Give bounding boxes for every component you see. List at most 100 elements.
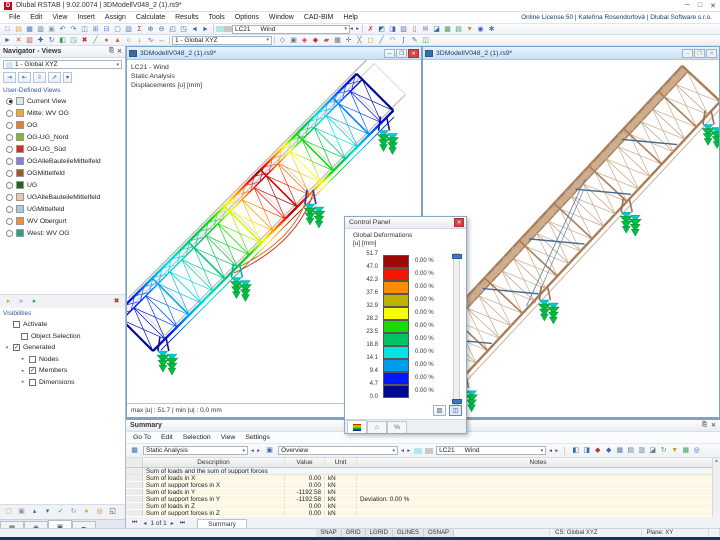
- tree-item-members[interactable]: ▸ ✓ Members: [0, 365, 125, 377]
- column-header[interactable]: Description: [143, 458, 285, 467]
- close-button[interactable]: ✕: [710, 2, 716, 10]
- settings-icon[interactable]: ✱: [488, 25, 495, 33]
- export-icon[interactable]: ▤: [627, 447, 634, 454]
- check-icon[interactable]: ✓: [57, 508, 64, 515]
- tree-item-generated[interactable]: ▾ ✓ Generated: [0, 342, 125, 354]
- load-case-spinner[interactable]: ◂ ▸: [350, 26, 361, 32]
- rendered-viewport[interactable]: [423, 60, 719, 417]
- rotate-icon[interactable]: ↻: [48, 36, 55, 44]
- column-header[interactable]: Unit: [325, 458, 357, 467]
- menu-cadbim[interactable]: CAD-BIM: [303, 14, 334, 21]
- view-item[interactable]: WV Obergurt: [0, 215, 125, 227]
- coordinate-system-indicator[interactable]: CS: Global XYZ: [550, 529, 642, 537]
- model-window-results-titlebar[interactable]: 3DModellV048_2 (1).rs9* ─ ❐ ✕: [127, 47, 421, 60]
- refresh-icon[interactable]: ↻: [660, 447, 667, 454]
- deselect-icon[interactable]: ✕: [15, 36, 22, 44]
- previous-view-icon[interactable]: ◄: [191, 25, 198, 33]
- target-icon[interactable]: ◎: [96, 508, 103, 515]
- next-view-icon[interactable]: ►: [202, 25, 209, 33]
- view-iso-icon[interactable]: ⇗: [48, 72, 61, 83]
- tree-expand-icon[interactable]: ▸: [21, 367, 25, 374]
- rendered-bridge-model[interactable]: [423, 60, 719, 417]
- filter-icon[interactable]: ▼: [466, 25, 474, 33]
- mdi-restore-button[interactable]: ❐: [396, 48, 407, 58]
- prev-page-button[interactable]: ◂: [143, 521, 147, 527]
- summary-menu-edit[interactable]: Edit: [161, 434, 173, 441]
- table-row[interactable]: Sum of support forces in X 0.00 kN: [126, 482, 720, 489]
- view-z-icon[interactable]: ◆: [312, 36, 319, 44]
- visibility-generated-icon[interactable]: ▹: [19, 298, 24, 305]
- load-case-combo[interactable]: LC21 Wind ▾: [232, 24, 350, 34]
- visibility-icon[interactable]: ◉: [477, 25, 484, 33]
- view-radio[interactable]: [6, 121, 13, 129]
- copy-view-icon[interactable]: ▣: [18, 508, 25, 515]
- render-mode-icon[interactable]: ▧: [125, 25, 132, 33]
- close-icon[interactable]: ✕: [454, 218, 464, 227]
- zoom-out-icon[interactable]: ⊖: [158, 25, 165, 33]
- tree-checkbox[interactable]: ✓: [13, 344, 20, 352]
- move-icon[interactable]: ✚: [37, 36, 44, 44]
- summary-load-case-combo[interactable]: LC21 Wind ▾: [436, 446, 547, 455]
- show-results-icon[interactable]: ✗: [367, 25, 374, 33]
- load-icon[interactable]: ↓: [137, 36, 142, 44]
- view-item[interactable]: Current View: [0, 95, 125, 107]
- imperfection-icon[interactable]: ∿: [147, 36, 154, 44]
- deformed-bridge-model[interactable]: [127, 60, 421, 403]
- fullscreen-icon[interactable]: ◱: [109, 508, 116, 515]
- grid-icon[interactable]: ▦: [334, 36, 341, 44]
- guideline-icon[interactable]: ╳: [357, 36, 362, 44]
- clipboard-icon[interactable]: ▯: [412, 25, 417, 33]
- last-page-button[interactable]: ⏭: [179, 520, 186, 526]
- visibility-all-icon[interactable]: ▸: [32, 298, 37, 305]
- view-item[interactable]: OG-UG_Nord: [0, 131, 125, 143]
- view-item[interactable]: Mitte: WV OG: [0, 107, 125, 119]
- maximize-button[interactable]: □: [697, 1, 703, 9]
- menu-file[interactable]: File: [9, 14, 21, 21]
- mdi-minimize-button[interactable]: ─: [682, 48, 693, 58]
- view-radio[interactable]: [6, 97, 13, 105]
- tree-item-objectselection[interactable]: Object Selection: [0, 331, 125, 343]
- visibility-user-icon[interactable]: ▸: [6, 298, 11, 305]
- scale-slider[interactable]: [452, 252, 462, 405]
- display-icon[interactable]: ◪: [433, 25, 440, 33]
- tree-expand-icon[interactable]: ▸: [21, 379, 25, 386]
- lamp-icon[interactable]: ●: [84, 508, 89, 515]
- new-icon[interactable]: □: [5, 25, 10, 33]
- work-plane-icon[interactable]: ▰: [323, 36, 330, 44]
- search-icon[interactable]: ◎: [693, 447, 700, 454]
- single-window-icon[interactable]: ▢: [114, 25, 121, 33]
- close-icon[interactable]: ✕: [710, 423, 716, 429]
- first-page-button[interactable]: ⏮: [132, 520, 138, 526]
- view-radio[interactable]: [6, 217, 13, 225]
- select-icon[interactable]: ►: [4, 36, 11, 44]
- view-radio[interactable]: [6, 229, 13, 237]
- view-item[interactable]: West: WV OG: [0, 227, 125, 239]
- table-row[interactable]: Sum of loads in X 0.00 kN: [126, 475, 720, 482]
- zoom-all-icon[interactable]: ◳: [180, 25, 187, 33]
- menu-insert[interactable]: Insert: [77, 14, 95, 21]
- menu-options[interactable]: Options: [234, 14, 259, 21]
- undo-icon[interactable]: ↶: [59, 25, 66, 33]
- print-icon[interactable]: ▥: [37, 25, 44, 33]
- panel-icon[interactable]: ◨: [389, 25, 396, 33]
- view-item[interactable]: UGAlleBauteileMittelfeld: [0, 191, 125, 203]
- scale-icon[interactable]: ◳: [70, 36, 77, 44]
- table-row[interactable]: Sum of loads in Z 0.00 kN: [126, 503, 720, 510]
- print-table-icon[interactable]: ▥: [638, 447, 645, 454]
- excel-export-icon[interactable]: ▦: [682, 447, 689, 454]
- tree-checkbox[interactable]: [21, 332, 28, 340]
- view-radio[interactable]: [6, 205, 13, 213]
- view-radio[interactable]: [6, 133, 13, 141]
- arrow-up-icon[interactable]: ▴: [32, 508, 37, 515]
- table-view-combo[interactable]: Overview ▾: [278, 446, 399, 455]
- mdi-restore-button[interactable]: ❐: [694, 48, 705, 58]
- tables-icon[interactable]: ▦: [444, 25, 451, 33]
- table-row[interactable]: Sum of loads in Y -1192.58 kN: [126, 489, 720, 496]
- mirror-icon[interactable]: ◧: [59, 36, 66, 44]
- filter-table-icon[interactable]: ▼: [671, 447, 679, 454]
- menu-results[interactable]: Results: [175, 14, 199, 21]
- table-row[interactable]: Sum of support forces in Y -1192.58 kN Devi…: [126, 496, 720, 503]
- redo-icon[interactable]: ↷: [70, 25, 77, 33]
- toggle-lgrid[interactable]: LGRID: [365, 529, 393, 537]
- zoom-in-icon[interactable]: ⊕: [147, 25, 154, 33]
